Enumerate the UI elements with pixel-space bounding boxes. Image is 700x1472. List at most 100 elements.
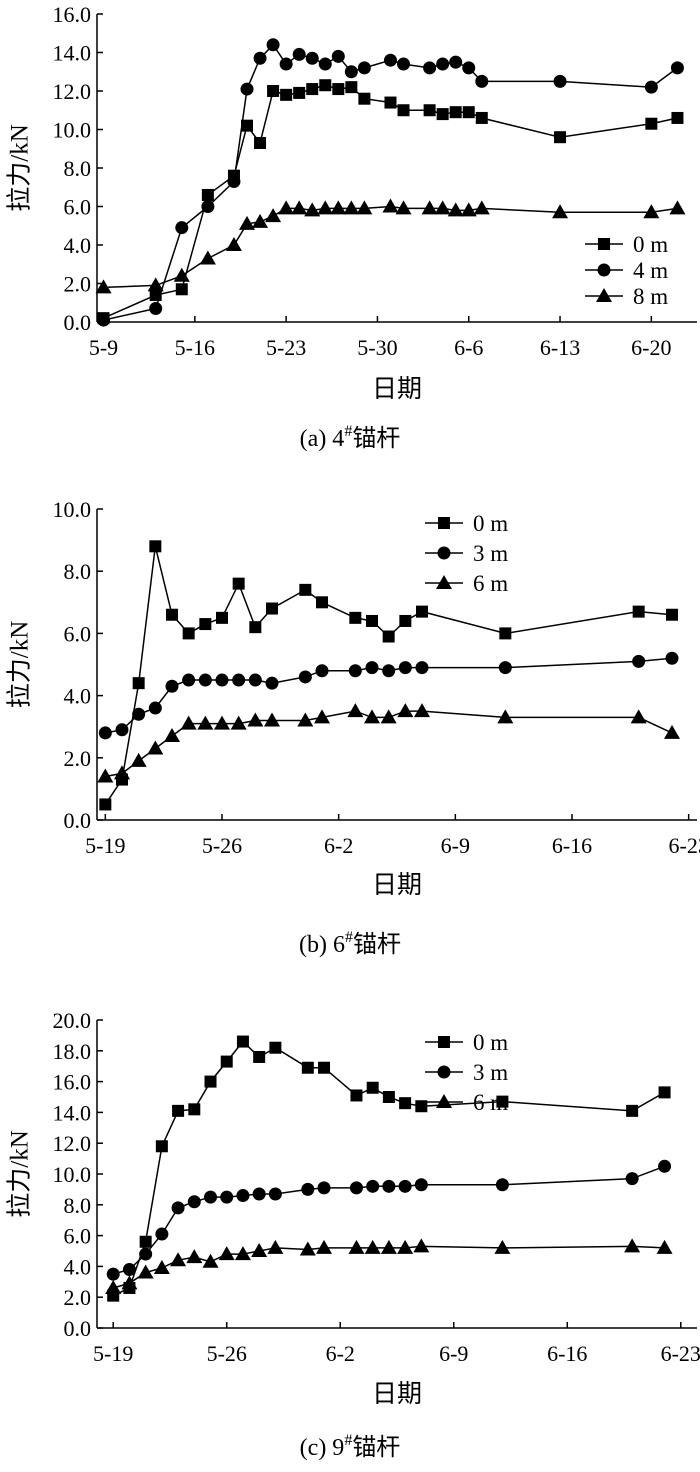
data-point <box>148 701 162 715</box>
data-point <box>175 283 188 296</box>
data-point <box>186 1249 203 1264</box>
data-point <box>251 1243 268 1257</box>
data-point <box>253 51 267 65</box>
y-tick-label: 0.0 <box>64 310 92 335</box>
data-point <box>220 1190 234 1204</box>
data-point <box>345 81 358 94</box>
y-tick-label: 12.0 <box>53 1131 92 1156</box>
y-tick-label: 6.0 <box>64 195 92 220</box>
data-point <box>343 200 360 215</box>
data-point <box>301 1061 314 1074</box>
data-point <box>97 768 114 783</box>
data-point <box>172 1104 185 1117</box>
data-point <box>398 661 412 675</box>
data-point <box>248 673 262 687</box>
y-tick-label: 2.0 <box>64 1285 92 1310</box>
data-point <box>155 1140 168 1153</box>
data-point <box>182 673 196 687</box>
data-point <box>106 1267 120 1281</box>
data-point <box>365 661 379 675</box>
data-point <box>382 664 396 678</box>
data-point <box>239 215 255 230</box>
data-point <box>253 1050 266 1063</box>
data-point <box>415 1100 428 1113</box>
x-tick-label: 6-20 <box>631 335 671 360</box>
chart-panel-b: 0.0 2.0 4.0 6.0 8.0 10.0 5-19 5-26 6-2 6-9 6-16 6-2… <box>6 497 700 958</box>
data-point <box>317 200 334 215</box>
y-tick-label: 2.0 <box>64 272 92 297</box>
data-point <box>331 49 345 63</box>
x-tick-label: 6-2 <box>324 833 353 858</box>
data-point <box>241 119 253 132</box>
y-tick-label: 4.0 <box>64 684 92 709</box>
series-0m <box>107 1035 671 1302</box>
data-point <box>462 106 475 119</box>
data-point <box>265 676 279 690</box>
data-point <box>225 237 242 251</box>
data-point <box>230 715 247 730</box>
data-point <box>632 605 645 618</box>
data-point <box>227 174 241 188</box>
x-tick-label: 5-16 <box>175 335 215 360</box>
x-axis-title: 日期 <box>372 376 422 403</box>
data-point <box>554 131 567 144</box>
data-point <box>173 267 190 282</box>
data-point <box>364 1239 381 1254</box>
series-6m <box>105 1238 673 1294</box>
data-point <box>132 707 146 721</box>
data-point <box>247 712 264 727</box>
x-axis-title: 日期 <box>372 1381 422 1408</box>
legend: 0 m 3 m 6 m <box>425 1030 508 1115</box>
data-point <box>291 200 308 215</box>
data-point <box>643 204 660 219</box>
data-point <box>166 608 178 621</box>
data-point <box>115 723 129 737</box>
data-point <box>665 651 679 665</box>
x-axis-title: 日期 <box>372 872 422 899</box>
data-point <box>475 74 489 88</box>
data-point <box>383 53 397 67</box>
data-point <box>318 1061 331 1074</box>
data-point <box>348 1239 365 1254</box>
y-tick-label: 0.0 <box>64 808 92 833</box>
data-point <box>366 1179 380 1193</box>
legend-label: 0 m <box>633 232 668 257</box>
x-tick-label: 5-19 <box>85 833 125 858</box>
caption-suffix: 锚杆 <box>352 425 400 452</box>
data-point <box>216 611 228 624</box>
data-point <box>415 661 429 675</box>
data-point <box>99 798 112 811</box>
legend-marker <box>438 517 450 529</box>
data-point <box>414 703 430 718</box>
data-point <box>240 82 254 96</box>
data-point <box>380 1239 397 1254</box>
series-4m <box>97 38 684 327</box>
y-axis-title: 拉力/kN <box>6 1130 34 1218</box>
legend-marker <box>436 575 452 589</box>
data-point <box>204 1075 217 1088</box>
data-point <box>267 85 280 97</box>
y-tick-label: 18.0 <box>53 1039 92 1064</box>
y-tick-label: 10.0 <box>53 118 92 143</box>
data-point <box>658 1159 672 1173</box>
data-point <box>382 630 395 643</box>
data-point <box>298 670 312 684</box>
y-tick-label: 4.0 <box>64 1254 92 1279</box>
data-point <box>267 1239 284 1254</box>
data-point <box>349 611 362 624</box>
panel-caption: (c) 9#锚杆 <box>300 1432 401 1461</box>
data-point <box>364 709 380 724</box>
caption-superscript: # <box>344 423 352 440</box>
data-point <box>350 1089 363 1102</box>
data-point <box>434 200 451 215</box>
chart-panel-a: 0.0 2.0 4.0 6.0 8.0 10.0 12.0 14.0 16.0 5-9 5-16 5-… <box>6 2 697 452</box>
x-tick-label: 6-23 <box>669 833 700 858</box>
legend: 0 m4 m8 m <box>585 232 668 309</box>
data-point <box>139 1247 153 1261</box>
legend-label: 0 m <box>473 511 508 536</box>
data-point <box>197 715 214 730</box>
data-point <box>625 1172 639 1186</box>
data-point <box>423 61 437 75</box>
series-line <box>103 205 678 289</box>
caption-prefix: (a) 4 <box>300 426 345 452</box>
